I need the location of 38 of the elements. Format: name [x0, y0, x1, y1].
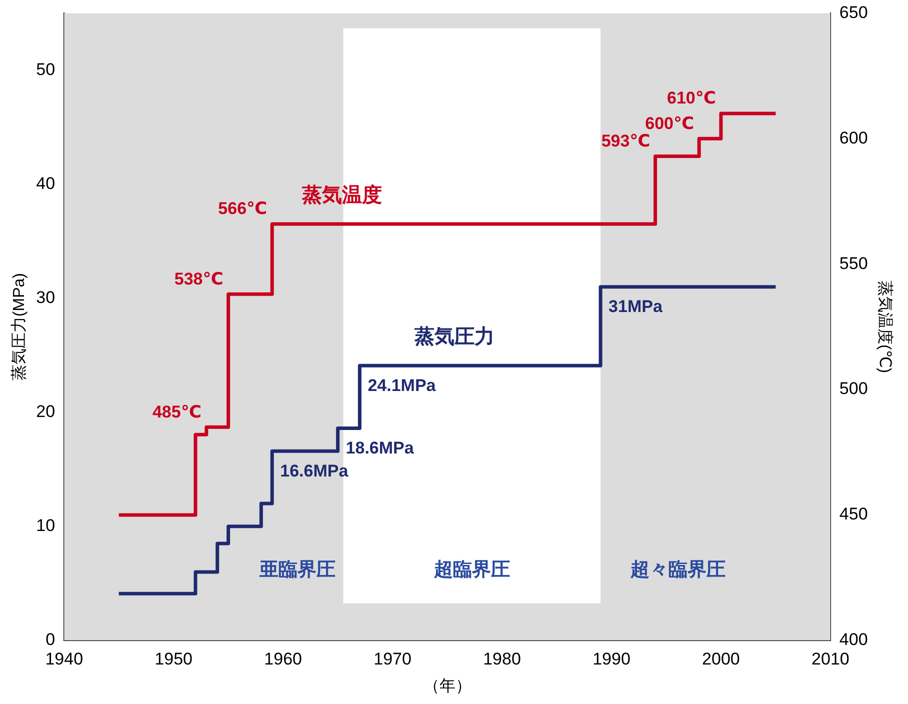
- y2-tick-label: 500: [839, 379, 868, 398]
- y-tick-label: 0: [46, 630, 56, 650]
- y-tick-label: 20: [36, 402, 56, 422]
- data-label: 24.1MPa: [368, 376, 436, 395]
- series-label: 蒸気圧力: [414, 326, 495, 348]
- y-tick-label: 40: [36, 174, 56, 193]
- data-label: 610℃: [667, 88, 716, 108]
- x-tick-label: 1940: [45, 649, 84, 668]
- annotation: 亜臨界圧: [258, 560, 336, 581]
- y-axis-title: 蒸気圧力(MPa): [10, 273, 28, 381]
- y2-tick-label: 400: [839, 630, 868, 650]
- y2-tick-label: 550: [839, 254, 868, 273]
- data-label: 538℃: [174, 269, 224, 288]
- series-label: 蒸気温度: [301, 183, 382, 206]
- y-tick-label: 30: [36, 288, 56, 307]
- y2-axis-title: 蒸気温度(℃): [876, 280, 894, 374]
- x-tick-label: 1990: [592, 649, 630, 668]
- data-label: 593℃: [601, 131, 650, 150]
- y2-tick-label: 600: [839, 128, 868, 148]
- data-label: 566℃: [218, 199, 268, 218]
- x-tick-label: 2000: [702, 649, 740, 668]
- data-label: 31MPa: [608, 297, 663, 316]
- annotation: 超々臨界圧: [630, 560, 726, 581]
- x-tick-label: 1980: [483, 649, 521, 668]
- y-tick-label: 10: [36, 516, 56, 536]
- data-label: 18.6MPa: [346, 438, 414, 458]
- y2-tick-label: 650: [839, 2, 868, 22]
- y-tick-label: 50: [36, 60, 56, 79]
- x-tick-label: 1960: [264, 649, 302, 668]
- x-tick-label: 1970: [374, 649, 412, 668]
- data-label: 485℃: [152, 402, 202, 422]
- x-tick-label: 2010: [812, 649, 850, 668]
- data-label: 16.6MPa: [280, 461, 349, 480]
- band-label: 超臨界圧: [432, 560, 510, 581]
- data-label: 600℃: [645, 114, 694, 133]
- x-tick-label: 1950: [154, 649, 192, 668]
- x-axis-title: （年）: [423, 678, 472, 695]
- y2-tick-label: 450: [839, 504, 868, 524]
